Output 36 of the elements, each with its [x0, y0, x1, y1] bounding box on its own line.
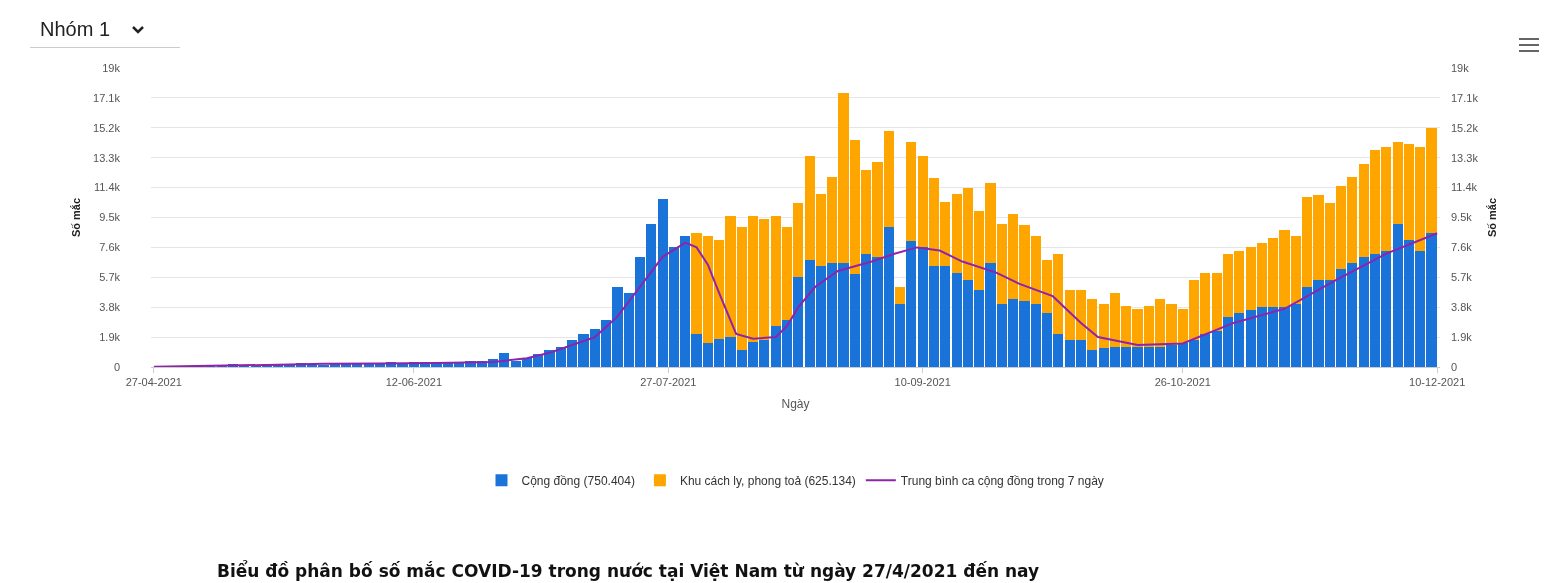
- y-tick-label: 5.7k: [99, 271, 121, 284]
- x-tick-label: 10-09-2021: [894, 376, 951, 389]
- y2-tick-label: 15.2k: [1451, 121, 1479, 134]
- y2-tick-label: 7.6k: [1451, 241, 1473, 254]
- y-tick-label: 1.9k: [99, 330, 121, 343]
- legend-label: Trung bình ca cộng đồng trong 7 ngày: [900, 473, 1104, 488]
- y2-tick-label: 1.9k: [1451, 330, 1473, 343]
- group-dropdown: Nhóm 1: [30, 12, 180, 48]
- y-tick-label: 15.2k: [93, 121, 121, 134]
- x-tick-label: 26-10-2021: [1154, 376, 1211, 389]
- y2-tick-label: 5.7k: [1451, 271, 1473, 284]
- legend-label: Cộng đồng (750.404): [521, 473, 635, 488]
- y-axis-title: Số mắc: [69, 197, 82, 238]
- y2-tick-label: 13.3k: [1451, 151, 1479, 164]
- y2-tick-label: 9.5k: [1451, 211, 1473, 224]
- y-tick-label: 9.5k: [99, 211, 121, 224]
- y2-axis-title: Số mắc: [1485, 197, 1498, 238]
- x-tick-label: 10-12-2021: [1409, 376, 1466, 389]
- text: Biểu đồ phân bố số mắc COVID-19 trong nước tại Việt Nam từ ngày 27/4/2021 đến nay: [217, 560, 1040, 581]
- y-tick-label: 19k: [102, 61, 121, 74]
- x-tick-label: 27-04-2021: [125, 376, 182, 389]
- y2-tick-label: 3.8k: [1451, 301, 1473, 314]
- y-tick-label: 7.6k: [99, 241, 121, 254]
- y-tick-label: 11.4k: [93, 181, 121, 194]
- y2-tick-label: 19k: [1451, 61, 1470, 74]
- y-tick-label: 0: [113, 360, 120, 373]
- x-axis-title: Ngày: [781, 397, 810, 412]
- y2-tick-label: 0: [1451, 360, 1458, 373]
- y-tick-label: 13.3k: [93, 151, 121, 164]
- y-tick-label: 3.8k: [99, 301, 121, 314]
- legend-label: Khu cách ly, phong toả (625.134): [679, 473, 856, 488]
- x-tick-label: 27-07-2021: [640, 376, 697, 389]
- y-tick-label: 17.1k: [93, 91, 121, 104]
- x-tick-label: 12-06-2021: [385, 376, 443, 389]
- y2-tick-label: 11.4k: [1451, 181, 1478, 194]
- y2-tick-label: 17.1k: [1451, 91, 1479, 104]
